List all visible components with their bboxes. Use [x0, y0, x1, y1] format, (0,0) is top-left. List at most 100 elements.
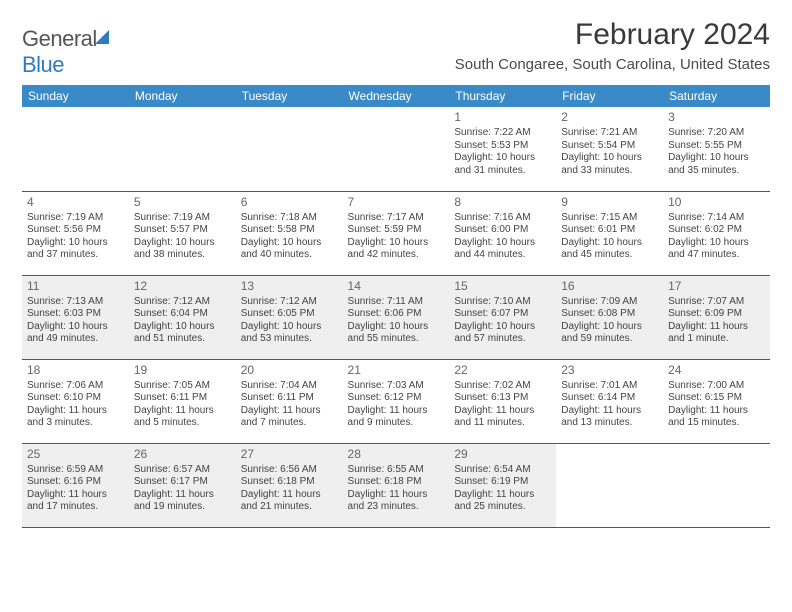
day-info-line: Daylight: 11 hours and 17 minutes. — [27, 489, 124, 514]
day-number: 29 — [454, 447, 551, 462]
calendar-cell: 22Sunrise: 7:02 AMSunset: 6:13 PMDayligh… — [449, 359, 556, 443]
weekday-header: Saturday — [663, 85, 770, 107]
calendar-cell: 27 Sunrise: 6:56 AMSunset: 6:18 PMDayligh… — [236, 443, 343, 527]
day-info: Sunrise: 6:56 AMSunset: 6:18 PMDaylight:… — [241, 464, 338, 514]
brand-part2: Blue — [22, 52, 64, 77]
calendar-cell: 26Sunrise: 6:57 AMSunset: 6:17 PMDayligh… — [129, 443, 236, 527]
day-info-line: Sunrise: 6:59 AM — [27, 464, 124, 477]
brand-logo: General Blue — [22, 26, 109, 78]
day-info-line: Sunset: 6:00 PM — [454, 224, 551, 237]
day-info-line: Daylight: 10 hours and 38 minutes. — [134, 237, 231, 262]
day-info-line: Daylight: 11 hours and 19 minutes. — [134, 489, 231, 514]
day-info: Sunrise: 6:59 AMSunset: 6:16 PMDaylight:… — [27, 464, 124, 514]
day-info: Sunrise: 7:22 AMSunset: 5:53 PMDaylight:… — [454, 127, 551, 177]
day-info: Sunrise: 7:19 AMSunset: 5:57 PMDaylight:… — [134, 212, 231, 262]
day-info-line: Sunrise: 7:06 AM — [27, 380, 124, 393]
weekday-header: Sunday — [22, 85, 129, 107]
day-info: Sunrise: 7:16 AMSunset: 6:00 PMDaylight:… — [454, 212, 551, 262]
day-number: 9 — [561, 195, 658, 210]
calendar-cell: 5 Sunrise: 7:19 AMSunset: 5:57 PMDaylight… — [129, 191, 236, 275]
calendar-cell: 17 Sunrise: 7:07 AMSunset: 6:09 PMDayligh… — [663, 275, 770, 359]
day-number: 15 — [454, 279, 551, 294]
day-info-line: Sunset: 6:03 PM — [27, 308, 124, 321]
day-number: 3 — [668, 110, 765, 125]
day-info-line: Sunrise: 7:16 AM — [454, 212, 551, 225]
calendar-body: 1 Sunrise: 7:22 AMSunset: 5:53 PMDaylight… — [22, 107, 770, 527]
day-info: Sunrise: 6:57 AMSunset: 6:17 PMDaylight:… — [134, 464, 231, 514]
day-info-line: Sunset: 6:15 PM — [668, 392, 765, 405]
calendar-cell: 1 Sunrise: 7:22 AMSunset: 5:53 PMDaylight… — [449, 107, 556, 191]
day-info: Sunrise: 7:10 AMSunset: 6:07 PMDaylight:… — [454, 296, 551, 346]
day-number: 21 — [348, 363, 445, 378]
day-number: 5 — [134, 195, 231, 210]
calendar-table: SundayMondayTuesdayWednesdayThursdayFrid… — [22, 85, 770, 527]
day-number: 19 — [134, 363, 231, 378]
calendar-cell: 6 Sunrise: 7:18 AMSunset: 5:58 PMDaylight… — [236, 191, 343, 275]
day-number: 17 — [668, 279, 765, 294]
day-number: 1 — [454, 110, 551, 125]
calendar-cell: 11Sunrise: 7:13 AMSunset: 6:03 PMDayligh… — [22, 275, 129, 359]
day-number: 11 — [27, 279, 124, 294]
day-info: Sunrise: 7:15 AMSunset: 6:01 PMDaylight:… — [561, 212, 658, 262]
day-info-line: Sunset: 6:09 PM — [668, 308, 765, 321]
calendar-week: 1 Sunrise: 7:22 AMSunset: 5:53 PMDaylight… — [22, 107, 770, 191]
day-info-line: Daylight: 10 hours and 45 minutes. — [561, 237, 658, 262]
calendar-cell: 13Sunrise: 7:12 AMSunset: 6:05 PMDayligh… — [236, 275, 343, 359]
day-info-line: Sunrise: 7:05 AM — [134, 380, 231, 393]
day-number: 13 — [241, 279, 338, 294]
day-number: 4 — [27, 195, 124, 210]
day-number: 7 — [348, 195, 445, 210]
day-info-line: Sunrise: 6:57 AM — [134, 464, 231, 477]
calendar-cell: 16Sunrise: 7:09 AMSunset: 6:08 PMDayligh… — [556, 275, 663, 359]
day-number: 27 — [241, 447, 338, 462]
day-info-line: Sunrise: 7:11 AM — [348, 296, 445, 309]
day-number: 16 — [561, 279, 658, 294]
day-number: 2 — [561, 110, 658, 125]
calendar-cell: 19Sunrise: 7:05 AMSunset: 6:11 PMDayligh… — [129, 359, 236, 443]
calendar-cell — [343, 107, 450, 191]
day-info-line: Sunset: 6:05 PM — [241, 308, 338, 321]
weekday-header: Wednesday — [343, 85, 450, 107]
calendar-cell: 20Sunrise: 7:04 AMSunset: 6:11 PMDayligh… — [236, 359, 343, 443]
day-info: Sunrise: 7:11 AMSunset: 6:06 PMDaylight:… — [348, 296, 445, 346]
day-info-line: Daylight: 11 hours and 13 minutes. — [561, 405, 658, 430]
calendar-cell — [663, 443, 770, 527]
day-info-line: Sunrise: 7:14 AM — [668, 212, 765, 225]
day-info: Sunrise: 7:07 AMSunset: 6:09 PMDaylight:… — [668, 296, 765, 346]
day-info: Sunrise: 6:55 AMSunset: 6:18 PMDaylight:… — [348, 464, 445, 514]
calendar-cell: 3 Sunrise: 7:20 AMSunset: 5:55 PMDaylight… — [663, 107, 770, 191]
day-info: Sunrise: 7:18 AMSunset: 5:58 PMDaylight:… — [241, 212, 338, 262]
day-info-line: Sunrise: 6:55 AM — [348, 464, 445, 477]
day-info-line: Daylight: 10 hours and 55 minutes. — [348, 321, 445, 346]
calendar-cell — [22, 107, 129, 191]
day-info-line: Sunset: 6:04 PM — [134, 308, 231, 321]
day-info-line: Sunrise: 7:17 AM — [348, 212, 445, 225]
day-info: Sunrise: 7:20 AMSunset: 5:55 PMDaylight:… — [668, 127, 765, 177]
day-info-line: Sunset: 6:19 PM — [454, 476, 551, 489]
brand-text: General Blue — [22, 26, 109, 78]
day-info: Sunrise: 7:01 AMSunset: 6:14 PMDaylight:… — [561, 380, 658, 430]
calendar-cell: 28Sunrise: 6:55 AMSunset: 6:18 PMDayligh… — [343, 443, 450, 527]
day-info-line: Sunset: 5:54 PM — [561, 140, 658, 153]
day-info: Sunrise: 7:00 AMSunset: 6:15 PMDaylight:… — [668, 380, 765, 430]
day-info-line: Sunset: 6:16 PM — [27, 476, 124, 489]
day-info-line: Daylight: 10 hours and 49 minutes. — [27, 321, 124, 346]
calendar-cell: 7Sunrise: 7:17 AMSunset: 5:59 PMDaylight… — [343, 191, 450, 275]
calendar-cell — [556, 443, 663, 527]
header: General Blue February 2024 South Congare… — [22, 18, 770, 83]
day-info-line: Sunset: 6:11 PM — [241, 392, 338, 405]
day-info-line: Sunset: 6:18 PM — [241, 476, 338, 489]
day-info: Sunrise: 7:02 AMSunset: 6:13 PMDaylight:… — [454, 380, 551, 430]
calendar-cell — [236, 107, 343, 191]
calendar-cell: 4Sunrise: 7:19 AMSunset: 5:56 PMDaylight… — [22, 191, 129, 275]
day-info-line: Sunrise: 7:02 AM — [454, 380, 551, 393]
day-info-line: Sunset: 5:57 PM — [134, 224, 231, 237]
day-info-line: Sunset: 6:06 PM — [348, 308, 445, 321]
calendar-cell: 18Sunrise: 7:06 AMSunset: 6:10 PMDayligh… — [22, 359, 129, 443]
day-info-line: Sunrise: 7:15 AM — [561, 212, 658, 225]
day-info-line: Sunset: 6:13 PM — [454, 392, 551, 405]
day-info: Sunrise: 7:14 AMSunset: 6:02 PMDaylight:… — [668, 212, 765, 262]
day-number: 6 — [241, 195, 338, 210]
calendar-cell: 29Sunrise: 6:54 AMSunset: 6:19 PMDayligh… — [449, 443, 556, 527]
day-info-line: Sunrise: 7:19 AM — [134, 212, 231, 225]
